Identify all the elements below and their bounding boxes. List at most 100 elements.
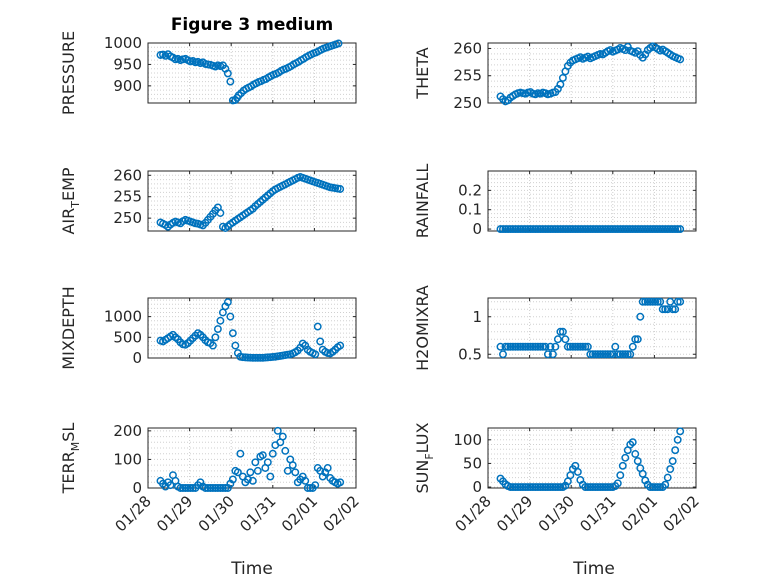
data-point: [676, 225, 685, 234]
data-point: [516, 225, 525, 234]
data-point: [663, 225, 672, 234]
y-tick-label: 0: [472, 478, 482, 496]
data-point: [311, 481, 320, 490]
data-point: [663, 305, 672, 314]
y-tick-label: 500: [113, 328, 142, 346]
data-point: [531, 225, 540, 234]
data-point: [628, 225, 637, 234]
data-point: [668, 457, 677, 466]
data-point: [581, 225, 590, 234]
data-point: [208, 484, 217, 492]
data-point: [578, 225, 587, 234]
data-point: [673, 225, 682, 234]
data-point: [571, 225, 580, 234]
data-point: [573, 342, 582, 351]
x-tick-label: 02/02: [320, 492, 363, 535]
data-point: [248, 476, 257, 485]
data-points: [156, 426, 345, 492]
data-point: [334, 39, 343, 48]
data-point: [616, 225, 625, 234]
data-point: [603, 225, 612, 234]
data-point: [546, 342, 555, 351]
data-point: [223, 298, 232, 307]
figure-title: Figure 3 medium: [171, 15, 333, 35]
data-point: [536, 483, 545, 492]
data-point: [616, 350, 625, 359]
data-point: [658, 225, 667, 234]
data-point: [586, 225, 595, 234]
data-point: [608, 225, 617, 234]
x-tick-label: 01/31: [236, 492, 279, 535]
y-tick-label: 0.1: [458, 201, 482, 219]
x-tick-label: 02/02: [660, 492, 703, 535]
data-point: [538, 483, 547, 492]
x-tick-label: 01/28: [452, 492, 495, 535]
data-point: [526, 225, 535, 234]
data-point: [523, 225, 532, 234]
data-point: [221, 484, 230, 492]
data-point: [518, 225, 527, 234]
data-point: [626, 350, 635, 359]
data-point: [263, 458, 272, 467]
data-point: [236, 449, 245, 458]
y-axis-label: RAINFALL: [413, 164, 432, 239]
data-point: [656, 297, 665, 306]
data-point: [661, 225, 670, 234]
y-tick-label: 250: [453, 94, 482, 112]
data-point: [633, 335, 642, 344]
data-point: [506, 225, 515, 234]
data-point: [623, 350, 632, 359]
data-point: [591, 350, 600, 359]
data-point: [566, 342, 575, 351]
data-point: [558, 73, 567, 82]
data-point: [223, 69, 232, 78]
data-point: [598, 483, 607, 492]
axes-box: [147, 170, 357, 232]
data-point: [633, 225, 642, 234]
data-point: [558, 327, 567, 336]
data-point: [571, 342, 580, 351]
data-point: [556, 225, 565, 234]
data-point: [601, 350, 610, 359]
plot-area: [488, 171, 696, 231]
data-point: [563, 342, 572, 351]
data-point: [583, 483, 592, 492]
data-point: [643, 225, 652, 234]
data-point: [201, 484, 210, 492]
data-point: [543, 483, 552, 492]
data-point: [218, 484, 227, 492]
data-point: [233, 468, 242, 477]
data-point: [311, 350, 320, 359]
data-point: [511, 225, 520, 234]
data-point: [509, 483, 517, 492]
data-point: [231, 341, 240, 350]
x-tick-label: 01/31: [576, 492, 619, 535]
data-point: [548, 483, 557, 492]
data-point: [521, 225, 530, 234]
data-point: [631, 335, 640, 344]
data-point: [598, 350, 607, 359]
data-point: [646, 225, 655, 234]
data-point: [336, 185, 345, 193]
data-point: [268, 449, 277, 458]
data-point: [601, 225, 610, 234]
data-point: [206, 484, 215, 492]
data-point: [291, 468, 300, 477]
y-axis-label: AIRTEMP: [59, 167, 82, 234]
data-point: [511, 483, 520, 492]
data-point: [561, 335, 570, 344]
data-point: [651, 225, 660, 234]
y-tick-label: 50: [463, 454, 482, 472]
data-point: [578, 342, 587, 351]
data-point: [499, 225, 507, 234]
data-points: [156, 39, 343, 105]
data-point: [653, 483, 662, 492]
data-point: [288, 461, 297, 470]
data-point: [181, 484, 190, 492]
data-point: [301, 476, 310, 485]
data-point: [576, 225, 585, 234]
subplot-sun_flux: 0 50 100 SUNFLUX 01/2801/2901/3001/3102/0102…: [413, 422, 703, 535]
grid: [488, 171, 696, 231]
data-point: [581, 342, 590, 351]
data-point: [528, 342, 537, 351]
